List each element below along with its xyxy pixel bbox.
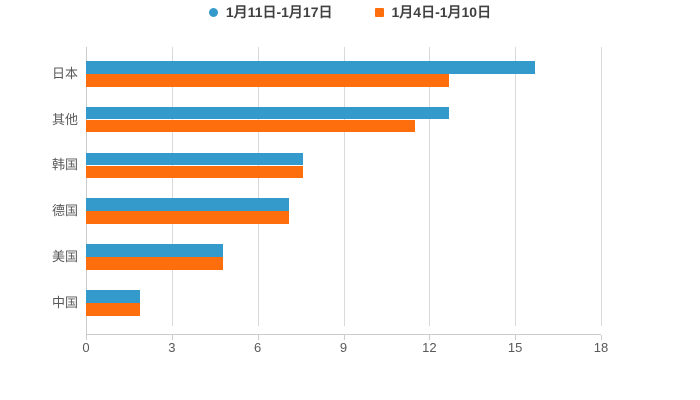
- bar-series1-cat3[interactable]: [86, 211, 290, 224]
- x-axis-line: [86, 334, 601, 335]
- y-axis-line: [86, 47, 87, 335]
- gridline: [429, 47, 431, 326]
- x-tick-label: 18: [593, 340, 609, 355]
- legend-item-series0[interactable]: 1月11日-1月17日: [208, 4, 333, 20]
- bar-series0-cat5[interactable]: [86, 290, 141, 303]
- gridline: [515, 47, 517, 326]
- x-tick-label: 9: [339, 340, 348, 355]
- legend-label: 1月4日-1月10日: [391, 4, 492, 20]
- gridline: [171, 47, 173, 326]
- x-tick-label: 15: [507, 340, 523, 355]
- tick-mark: [429, 335, 431, 340]
- x-tick-label: 12: [422, 340, 437, 355]
- bar-series1-cat4[interactable]: [86, 257, 224, 270]
- category-label: 德国: [51, 203, 78, 219]
- bar-series1-cat0[interactable]: [86, 74, 450, 87]
- category-label: 日本: [51, 65, 78, 81]
- tick-mark: [601, 335, 602, 340]
- category-label: 韩国: [51, 157, 78, 173]
- bar-series0-cat3[interactable]: [86, 198, 290, 211]
- square-legend-marker-icon: [374, 7, 384, 17]
- tick-mark: [343, 335, 345, 340]
- x-tick-label: 0: [82, 340, 90, 355]
- bar-series1-cat2[interactable]: [86, 165, 304, 179]
- tick-mark: [515, 335, 517, 340]
- category-label: 美国: [51, 248, 78, 264]
- bar-series0-cat1[interactable]: [86, 106, 450, 120]
- bar-series0-cat2[interactable]: [86, 152, 304, 166]
- legend-item-series1[interactable]: 1月4日-1月10日: [374, 4, 492, 20]
- bar-series0-cat4[interactable]: [86, 244, 224, 257]
- category-label: 其他: [51, 111, 78, 127]
- gridline: [257, 47, 259, 326]
- tick-mark: [171, 335, 173, 340]
- category-label: 中国: [51, 294, 78, 310]
- bar-series1-cat5[interactable]: [86, 303, 141, 316]
- legend-label: 1月11日-1月17日: [225, 4, 333, 20]
- tick-mark: [86, 335, 87, 340]
- legend: 1月11日-1月17日 1月4日-1月10日: [0, 5, 700, 19]
- bar-series0-cat0[interactable]: [86, 61, 536, 74]
- tick-mark: [257, 335, 259, 340]
- x-tick-label: 6: [254, 340, 262, 355]
- bar-series1-cat1[interactable]: [86, 119, 416, 133]
- gridline: [343, 47, 345, 326]
- circle-legend-marker-icon: [208, 7, 218, 17]
- plot-area: [86, 47, 602, 340]
- gridline: [601, 47, 602, 326]
- x-tick-label: 3: [168, 340, 176, 355]
